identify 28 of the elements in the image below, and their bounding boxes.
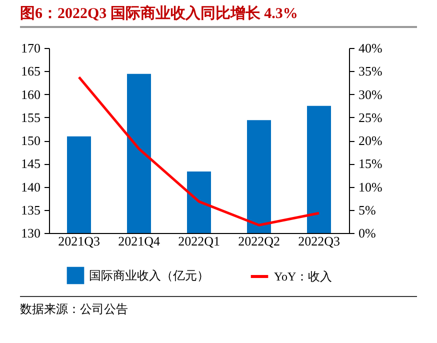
x-tick-label: 2021Q3 — [58, 234, 100, 248]
y2-tick-label: 25% — [358, 110, 382, 125]
line-series — [78, 76, 320, 226]
y2-tick-label: 15% — [358, 156, 382, 172]
y-tick-label: 145 — [21, 156, 40, 172]
y-tick-label: 160 — [21, 86, 40, 102]
y2-tick-label: 0% — [358, 226, 376, 240]
y2-tick-label: 10% — [358, 179, 382, 194]
y-tick-label: 140 — [21, 179, 40, 194]
legend-label: 国际商业收入（亿元） — [89, 268, 209, 282]
y2-tick-label: 20% — [358, 133, 382, 148]
x-tick-label: 2022Q1 — [178, 234, 220, 248]
y-tick-label: 130 — [21, 226, 40, 240]
x-tick-label: 2022Q2 — [238, 234, 280, 248]
y-tick-label: 135 — [21, 202, 40, 218]
y2-tick-label: 30% — [358, 86, 382, 102]
y2-tick-label: 35% — [358, 64, 382, 79]
x-tick-label: 2022Q3 — [298, 234, 340, 248]
y2-tick-label: 40% — [358, 40, 382, 56]
y-tick-label: 165 — [21, 64, 40, 79]
y-tick-label: 150 — [21, 133, 40, 148]
chart-title: 图6：2022Q3 国际商业收入同比增长 4.3% — [20, 4, 417, 28]
y-tick-label: 170 — [21, 40, 40, 56]
y-tick-label: 155 — [21, 110, 40, 125]
source-note: 数据来源：公司公告 — [20, 296, 417, 318]
x-tick-label: 2021Q4 — [118, 234, 160, 248]
legend-label: YoY：收入 — [274, 270, 332, 284]
y2-tick-label: 5% — [358, 202, 376, 218]
